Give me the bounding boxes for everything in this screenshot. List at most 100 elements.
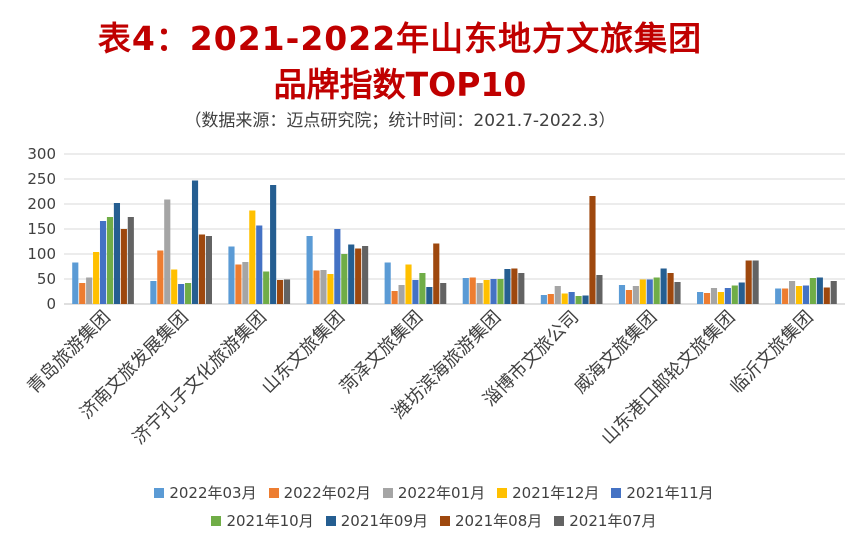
bar	[228, 246, 235, 304]
bar	[433, 243, 440, 304]
legend-swatch	[382, 487, 393, 498]
x-tick-label: 山东港口邮轮文旅集团	[597, 307, 739, 449]
legend-item: 2021年10月	[211, 510, 314, 531]
bar	[283, 279, 291, 304]
legend-item: 2021年08月	[440, 510, 542, 531]
bar	[653, 277, 660, 304]
legend-row-2: 2021年10月 2021年09月 2021年08月 2021年07月	[0, 510, 868, 531]
bar	[782, 288, 789, 304]
bar	[198, 234, 206, 304]
y-tick-label: 300	[27, 145, 56, 163]
legend-label: 2021年09月	[340, 512, 428, 530]
bar	[72, 262, 79, 304]
y-tick-label: 0	[46, 295, 56, 313]
bar	[462, 278, 469, 304]
bar	[127, 217, 134, 304]
legend-swatch	[440, 515, 450, 526]
bar	[490, 279, 497, 304]
bar	[391, 291, 398, 304]
y-tick-label: 150	[27, 220, 56, 238]
bar	[256, 225, 263, 304]
bar	[419, 273, 426, 304]
bar	[540, 295, 547, 304]
bar	[171, 269, 178, 304]
bar	[504, 269, 511, 304]
legend-label: 2021年10月	[226, 512, 314, 530]
bar	[185, 283, 192, 304]
bar	[327, 274, 334, 304]
bar	[306, 236, 313, 304]
bar	[384, 262, 391, 304]
bar	[113, 203, 121, 304]
bar	[710, 288, 718, 304]
bar	[717, 292, 724, 304]
bar	[157, 250, 164, 304]
bar	[816, 277, 823, 304]
legend-item: 2021年07月	[554, 510, 657, 531]
chart-title-line2: 品牌指数TOP10	[273, 65, 527, 104]
legend-swatch	[497, 487, 508, 498]
bar	[191, 180, 199, 304]
bar	[313, 270, 320, 304]
bar	[554, 286, 561, 304]
bar	[412, 280, 419, 304]
bar	[79, 283, 86, 304]
bar	[795, 286, 803, 304]
bar	[561, 293, 568, 304]
bar	[205, 236, 212, 304]
bar	[575, 296, 582, 304]
bar	[646, 279, 653, 304]
y-tick-label: 50	[37, 270, 56, 288]
bar	[120, 229, 127, 304]
bar	[93, 252, 100, 304]
legend-swatch	[154, 487, 165, 498]
legend-label: 2021年12月	[512, 484, 600, 502]
bar	[745, 260, 752, 304]
bar	[809, 278, 816, 304]
bar	[511, 268, 518, 304]
bar	[426, 287, 433, 304]
bar	[106, 217, 114, 304]
legend-row-1: 2022年03月 2022年02月 2022年01月 2021年12月 2021年11月	[0, 482, 868, 503]
bar	[731, 285, 738, 304]
bar	[639, 279, 646, 304]
chart-subtitle: （数据来源：迈点研究院；统计时间：2021.7-2022.3）	[184, 111, 616, 131]
legend-label: 2022年03月	[169, 484, 257, 502]
bar	[483, 280, 490, 304]
bar	[589, 196, 596, 304]
legend-item: 2021年09月	[325, 510, 428, 531]
legend-item: 2021年12月	[497, 482, 599, 503]
bar	[362, 246, 369, 304]
bar	[341, 254, 348, 304]
legend-swatch	[554, 515, 565, 526]
x-tick-label: 山东文旅集团	[258, 307, 349, 398]
chart-title-line1: 表4：2021-2022年山东地方文旅集团	[97, 19, 703, 58]
bar	[547, 294, 554, 304]
legend-label: 2021年11月	[626, 484, 714, 502]
bar	[235, 264, 242, 304]
x-tick-label: 济宁孔子文化旅游集团	[129, 307, 271, 449]
bar	[249, 210, 256, 304]
bar	[355, 248, 362, 304]
bar	[242, 262, 249, 304]
bar	[270, 185, 277, 304]
bar	[398, 285, 405, 304]
bar	[703, 293, 711, 304]
bar	[263, 271, 270, 304]
bar	[348, 244, 355, 304]
bar	[823, 287, 830, 304]
legend-swatch	[611, 487, 622, 498]
bar	[830, 281, 837, 304]
legend-item: 2021年11月	[611, 482, 714, 503]
bar	[632, 286, 639, 304]
bar	[674, 282, 681, 304]
bar	[582, 295, 589, 304]
bar	[660, 268, 667, 304]
bar	[788, 281, 796, 304]
bar	[518, 273, 525, 304]
bar	[775, 288, 782, 304]
bar	[667, 273, 674, 304]
bar	[497, 279, 504, 304]
bar	[99, 221, 107, 304]
